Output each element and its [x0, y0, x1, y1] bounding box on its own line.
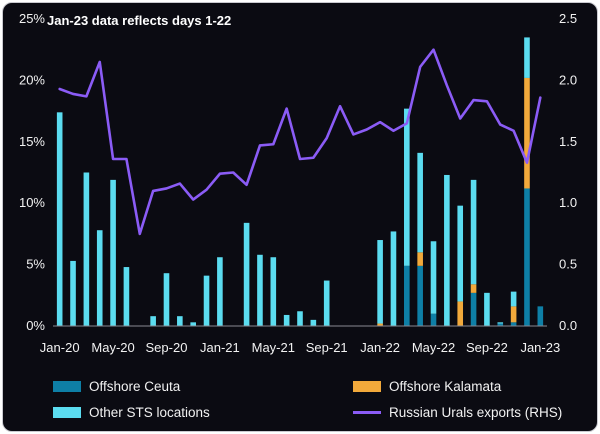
- left-tick-4: 20%: [19, 72, 45, 87]
- bars-group: [56, 37, 544, 326]
- right-tick-1: 0.5: [559, 257, 577, 272]
- bar-offshore-kalamata-27: [417, 252, 423, 266]
- bar-offshore-ceuta-33: [497, 323, 504, 326]
- bar-other-sts-locations-28: [430, 241, 437, 314]
- bar-other-sts-locations-26: [404, 108, 410, 266]
- x-tick-2: Sep-20: [146, 340, 188, 355]
- bar-offshore-ceuta-26: [404, 265, 410, 326]
- right-tick-0: 0.0: [559, 318, 577, 333]
- bar-offshore-ceuta-28: [430, 313, 437, 326]
- bar-other-sts-locations-5: [123, 267, 130, 326]
- bar-other-sts-locations-0: [56, 112, 63, 326]
- left-tick-1: 5%: [26, 257, 45, 272]
- bar-other-sts-locations-24: [377, 240, 383, 324]
- x-tick-6: Jan-22: [360, 340, 400, 355]
- bar-other-sts-locations-35: [524, 37, 530, 78]
- chart-svg: 0% 5% 10% 15% 20% 25% 0.0 0.5 1.0 1.5 2.0 2.5 Jan-20…: [19, 11, 577, 355]
- bar-other-sts-locations-25: [390, 231, 397, 326]
- legend-label-other-sts: Other STS locations: [89, 405, 210, 420]
- legend-swatch-offshore-ceuta: [53, 381, 81, 392]
- bar-other-sts-locations-17: [283, 314, 290, 326]
- legend-label-offshore-ceuta: Offshore Ceuta: [89, 379, 181, 394]
- bar-other-sts-locations-15: [257, 254, 263, 326]
- bar-offshore-kalamata-35: [524, 77, 530, 189]
- bar-other-sts-locations-1: [70, 260, 76, 326]
- legend-item-urals-exports: Russian Urals exports (RHS): [353, 405, 562, 420]
- bar-other-sts-locations-18: [297, 311, 303, 326]
- x-tick-9: Jan-23: [520, 340, 560, 355]
- bar-offshore-kalamata-30: [457, 301, 464, 326]
- x-tick-4: May-21: [252, 340, 295, 355]
- axes-group: 0% 5% 10% 15% 20% 25% 0.0 0.5 1.0 1.5 2.0 2.5 Jan-20…: [19, 11, 577, 355]
- line-group: [58, 48, 542, 236]
- bar-other-sts-locations-4: [110, 179, 116, 326]
- bar-other-sts-locations-33: [497, 322, 504, 324]
- x-tick-7: May-22: [412, 340, 455, 355]
- legend-swatch-offshore-kalamata: [353, 381, 381, 392]
- bar-other-sts-locations-12: [217, 257, 223, 326]
- left-tick-3: 15%: [19, 134, 45, 149]
- x-tick-3: Jan-21: [200, 340, 240, 355]
- bar-other-sts-locations-2: [83, 172, 90, 326]
- bar-other-sts-locations-29: [444, 174, 450, 326]
- bar-offshore-ceuta-36: [537, 306, 544, 326]
- bar-other-sts-locations-3: [96, 230, 103, 326]
- bar-offshore-kalamata-24: [377, 323, 383, 326]
- bar-other-sts-locations-20: [323, 280, 330, 326]
- bar-other-sts-locations-7: [150, 316, 156, 326]
- bar-offshore-kalamata-34: [510, 306, 517, 323]
- bar-offshore-ceuta-35: [524, 188, 530, 326]
- bar-offshore-ceuta-34: [510, 322, 517, 326]
- legend-label-urals-exports: Russian Urals exports (RHS): [389, 405, 563, 420]
- chart-annotation: Jan-23 data reflects days 1-22: [47, 13, 231, 28]
- bar-offshore-ceuta-27: [417, 265, 423, 326]
- bar-other-sts-locations-19: [310, 319, 317, 326]
- right-tick-3: 1.5: [559, 134, 577, 149]
- x-tick-1: May-20: [91, 340, 134, 355]
- legend: Offshore Ceuta Offshore Kalamata Other S…: [3, 373, 597, 431]
- legend-swatch-urals-exports: [353, 411, 381, 414]
- bar-other-sts-locations-32: [484, 292, 490, 326]
- right-tick-2: 1.0: [559, 195, 577, 210]
- bar-other-sts-locations-16: [270, 257, 277, 326]
- legend-item-offshore-ceuta: Offshore Ceuta: [53, 379, 180, 394]
- x-tick-8: Sep-22: [466, 340, 508, 355]
- x-tick-0: Jan-20: [40, 340, 80, 355]
- bar-other-sts-locations-14: [243, 222, 250, 326]
- legend-item-offshore-kalamata: Offshore Kalamata: [353, 379, 501, 394]
- left-tick-0: 0%: [26, 318, 45, 333]
- right-tick-5: 2.5: [559, 11, 577, 26]
- line-russian-urals-exports: [58, 48, 542, 236]
- bar-other-sts-locations-10: [190, 322, 196, 326]
- x-tick-5: Sep-21: [306, 340, 348, 355]
- bar-other-sts-locations-9: [177, 316, 183, 326]
- legend-swatch-other-sts: [53, 407, 81, 418]
- bar-other-sts-locations-27: [417, 152, 423, 253]
- bar-other-sts-locations-34: [510, 291, 517, 307]
- bar-offshore-kalamata-31: [470, 284, 477, 293]
- legend-label-offshore-kalamata: Offshore Kalamata: [389, 379, 502, 394]
- left-tick-2: 10%: [19, 195, 45, 210]
- bar-other-sts-locations-11: [203, 275, 210, 326]
- bar-other-sts-locations-8: [163, 273, 170, 326]
- right-tick-4: 2.0: [559, 72, 577, 87]
- legend-item-other-sts: Other STS locations: [53, 405, 210, 420]
- bar-offshore-ceuta-31: [470, 292, 477, 326]
- left-tick-5: 25%: [19, 11, 45, 26]
- bar-other-sts-locations-31: [470, 179, 477, 285]
- bar-other-sts-locations-30: [457, 205, 464, 302]
